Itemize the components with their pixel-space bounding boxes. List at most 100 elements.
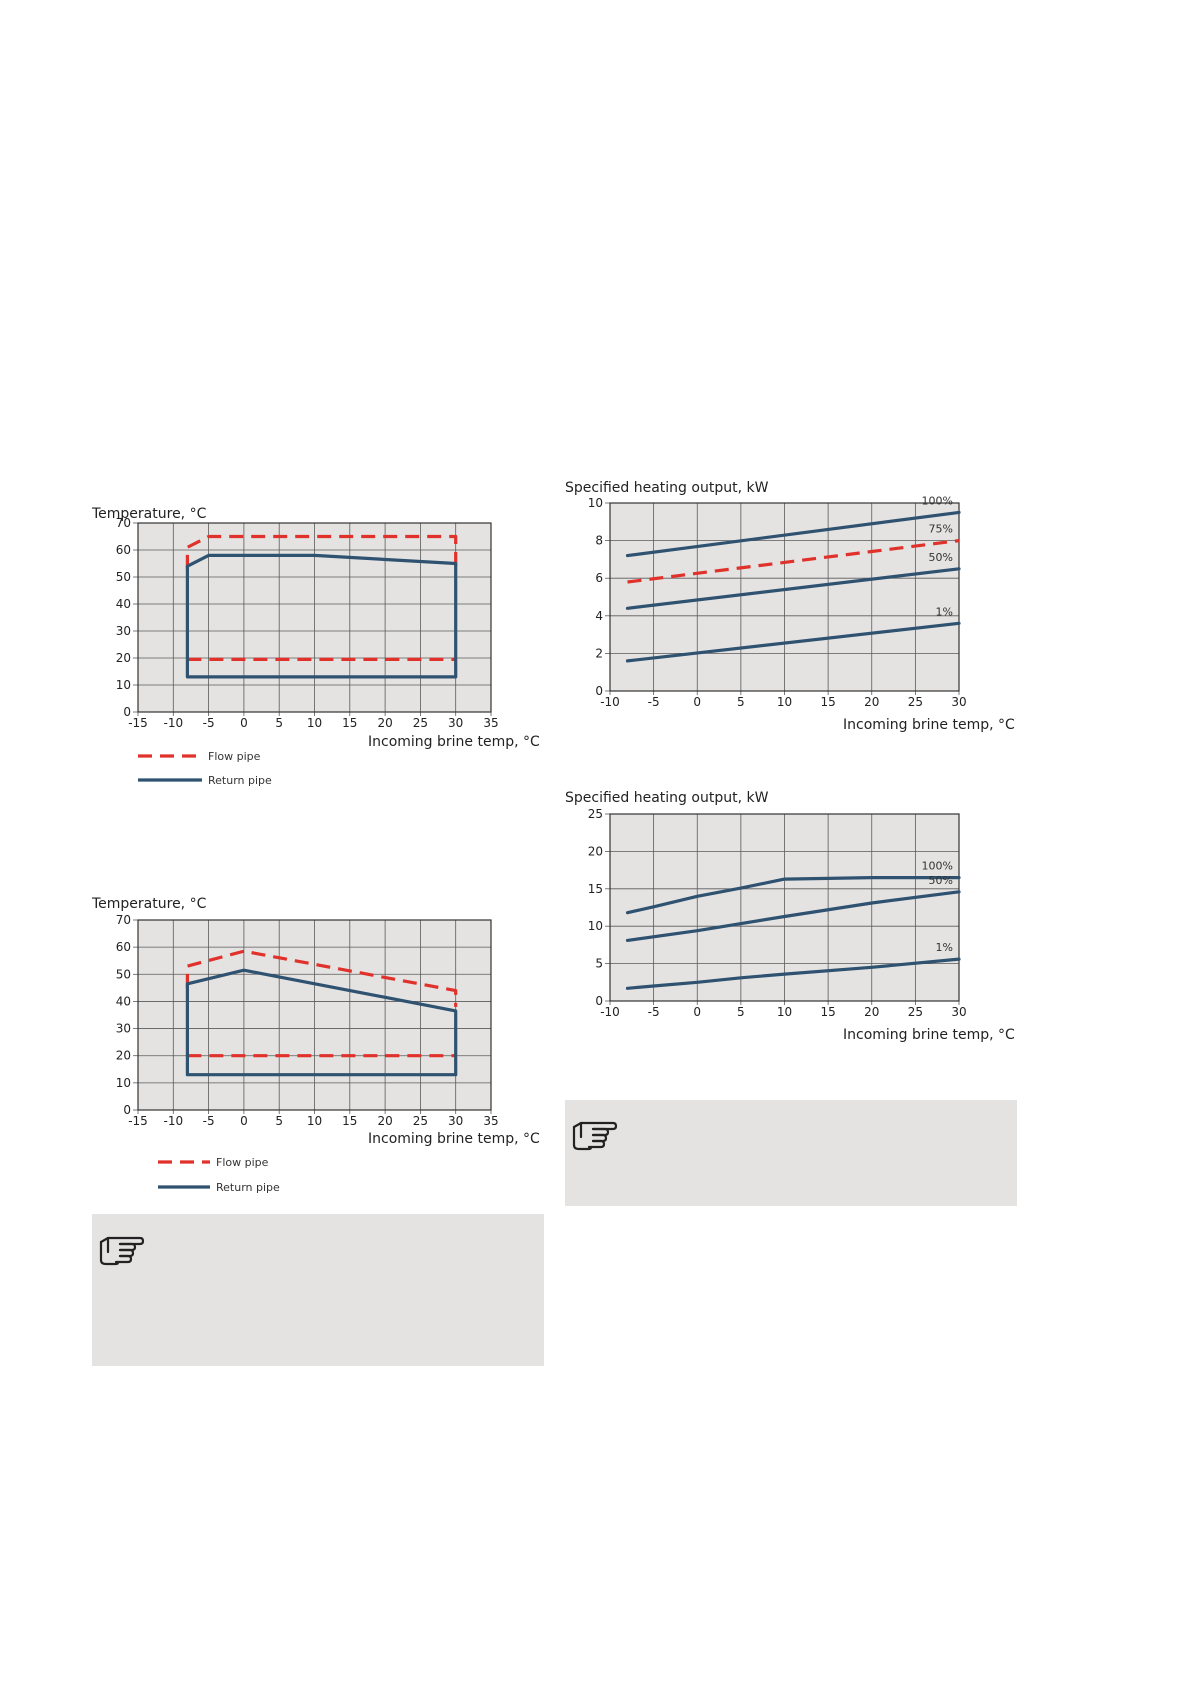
x-tick-label: 10 <box>307 1114 322 1128</box>
y-tick-label: 0 <box>595 684 603 698</box>
x-tick-label: 30 <box>448 1114 463 1128</box>
y-tick-label: 30 <box>116 1022 131 1036</box>
y-tick-label: 10 <box>588 919 603 933</box>
x-tick-label: 25 <box>908 1005 923 1019</box>
x-tick-label: 5 <box>737 695 745 709</box>
x-tick-label: 30 <box>951 1005 966 1019</box>
x-tick-label: -5 <box>203 716 215 730</box>
y-tick-label: 6 <box>595 571 603 585</box>
series-line-1pct <box>625 957 961 990</box>
x-tick-label: 0 <box>240 716 248 730</box>
x-tick-label: -5 <box>648 695 660 709</box>
y-tick-label: 20 <box>116 1049 131 1063</box>
series-line-100pct <box>625 510 961 558</box>
x-tick-label: 10 <box>777 695 792 709</box>
x-tick-label: 35 <box>483 716 498 730</box>
series-label: 100% <box>922 860 953 873</box>
x-tick-label: 15 <box>820 1005 835 1019</box>
y-tick-label: 40 <box>116 597 131 611</box>
x-tick-label: 20 <box>864 1005 879 1019</box>
series-label: 1% <box>936 605 953 618</box>
y-tick-label: 25 <box>588 807 603 821</box>
series-line-50pct <box>625 890 961 943</box>
y-tick-label: 20 <box>588 844 603 858</box>
series-label: 50% <box>929 551 953 564</box>
note-box-left <box>92 1214 544 1366</box>
legend-label: Return pipe <box>216 1181 280 1194</box>
y-axis-title: Specified heating output, kW <box>565 480 769 496</box>
y-tick-label: 10 <box>588 496 603 510</box>
x-axis-title: Incoming brine temp, °C <box>368 1131 540 1147</box>
y-tick-label: 8 <box>595 534 603 548</box>
x-tick-label: 20 <box>864 695 879 709</box>
y-axis-title: Specified heating output, kW <box>565 790 769 806</box>
x-axis-title: Incoming brine temp, °C <box>843 1027 1015 1043</box>
y-tick-label: 30 <box>116 624 131 638</box>
legend-label: Flow pipe <box>208 750 261 763</box>
series-label: 100% <box>922 494 953 507</box>
plot-area <box>138 523 491 712</box>
y-tick-label: 20 <box>116 651 131 665</box>
series-label: 50% <box>929 874 953 887</box>
y-tick-label: 50 <box>116 570 131 584</box>
y-tick-label: 60 <box>116 543 131 557</box>
x-tick-label: 10 <box>777 1005 792 1019</box>
plot-frame <box>137 919 492 1111</box>
y-axis-title: Temperature, °C <box>92 896 207 912</box>
x-tick-label: 25 <box>413 1114 428 1128</box>
x-tick-label: 0 <box>693 1005 701 1019</box>
series-label: 75% <box>929 523 953 536</box>
y-tick-label: 40 <box>116 994 131 1008</box>
y-tick-label: 0 <box>595 994 603 1008</box>
x-tick-label: 15 <box>820 695 835 709</box>
series-line-flow-pipe <box>185 949 458 1007</box>
y-tick-label: 0 <box>123 1103 131 1117</box>
x-tick-label: -10 <box>600 695 620 709</box>
y-axis-title: Temperature, °C <box>92 506 207 522</box>
y-tick-label: 15 <box>588 882 603 896</box>
legend-label: Flow pipe <box>216 1156 269 1169</box>
series-line-1pct <box>625 621 961 663</box>
x-tick-label: 5 <box>275 716 283 730</box>
x-tick-label: 20 <box>377 1114 392 1128</box>
y-tick-label: 60 <box>116 940 131 954</box>
x-tick-label: -10 <box>163 1114 183 1128</box>
x-axis-title: Incoming brine temp, °C <box>843 717 1015 733</box>
x-tick-label: 30 <box>448 716 463 730</box>
plot-frame <box>137 522 492 713</box>
legend-label: Return pipe <box>208 774 272 787</box>
y-tick-label: 70 <box>116 913 131 927</box>
x-tick-label: 5 <box>737 1005 745 1019</box>
x-tick-label: -5 <box>203 1114 215 1128</box>
plot-area <box>138 920 491 1110</box>
note-box-right <box>565 1100 1017 1206</box>
x-tick-label: -5 <box>648 1005 660 1019</box>
plot-area <box>610 503 959 691</box>
x-tick-label: 35 <box>483 1114 498 1128</box>
x-tick-label: -15 <box>128 716 148 730</box>
x-tick-label: 10 <box>307 716 322 730</box>
series-line-100pct <box>625 875 961 915</box>
x-tick-label: 20 <box>377 716 392 730</box>
series-line-50pct <box>625 567 961 610</box>
x-tick-label: 0 <box>240 1114 248 1128</box>
series-line-return-pipe <box>185 968 458 1077</box>
y-tick-label: 10 <box>116 678 131 692</box>
pointing-hand-icon <box>99 1236 145 1266</box>
x-tick-label: 15 <box>342 1114 357 1128</box>
x-tick-label: 5 <box>275 1114 283 1128</box>
y-tick-label: 50 <box>116 967 131 981</box>
x-axis-title: Incoming brine temp, °C <box>368 734 540 750</box>
x-tick-label: -10 <box>163 716 183 730</box>
y-tick-label: 0 <box>123 705 131 719</box>
x-tick-label: 15 <box>342 716 357 730</box>
x-tick-label: 25 <box>908 695 923 709</box>
series-label: 1% <box>936 941 953 954</box>
y-tick-label: 2 <box>595 646 603 660</box>
pointing-hand-icon <box>572 1121 618 1151</box>
plot-frame <box>609 502 960 692</box>
